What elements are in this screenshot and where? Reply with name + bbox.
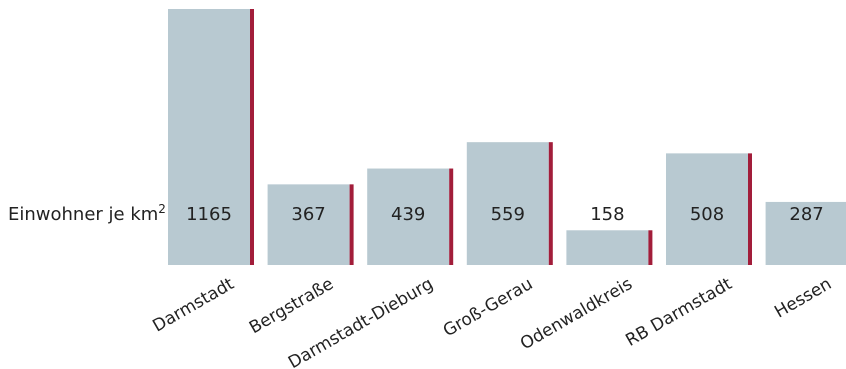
bar-accent-edge	[548, 142, 553, 265]
value-label: 367	[291, 204, 325, 225]
bar-group: 367 Bergstraße	[246, 184, 354, 338]
bar-accent-edge	[748, 153, 752, 265]
value-label: 439	[391, 204, 425, 225]
bar	[765, 201, 846, 265]
bar-accent-edge	[648, 230, 653, 265]
bar-accent-edge	[250, 9, 254, 265]
bar	[566, 230, 649, 265]
value-label: 559	[491, 204, 525, 225]
value-label: 508	[690, 204, 724, 225]
bar-group: 559 Groß-Gerau	[440, 142, 553, 341]
value-label: 158	[590, 204, 624, 225]
category-label: Bergstraße	[246, 274, 337, 338]
bar	[267, 184, 350, 265]
value-label: 1165	[186, 204, 232, 225]
category-label: RB Darmstadt	[622, 274, 735, 351]
bar	[466, 142, 549, 265]
value-label: 287	[789, 204, 823, 225]
category-label: Hessen	[771, 274, 835, 322]
bar	[168, 9, 250, 265]
row-label: Einwohner je km2	[8, 201, 166, 229]
category-label: Groß-Gerau	[440, 274, 536, 341]
row-label-superscript: 2	[158, 202, 166, 216]
bar-accent-edge	[349, 184, 354, 265]
bar-group: 1165 Darmstadt	[149, 9, 254, 336]
bar-group: 287 Hessen	[765, 201, 846, 322]
bar	[367, 168, 450, 265]
category-label: Odenwaldkreis	[517, 274, 636, 354]
row-label-text: Einwohner je km	[8, 204, 159, 225]
bar-accent-edge	[449, 168, 454, 265]
bar	[666, 153, 748, 265]
category-label: Darmstadt	[149, 274, 237, 337]
